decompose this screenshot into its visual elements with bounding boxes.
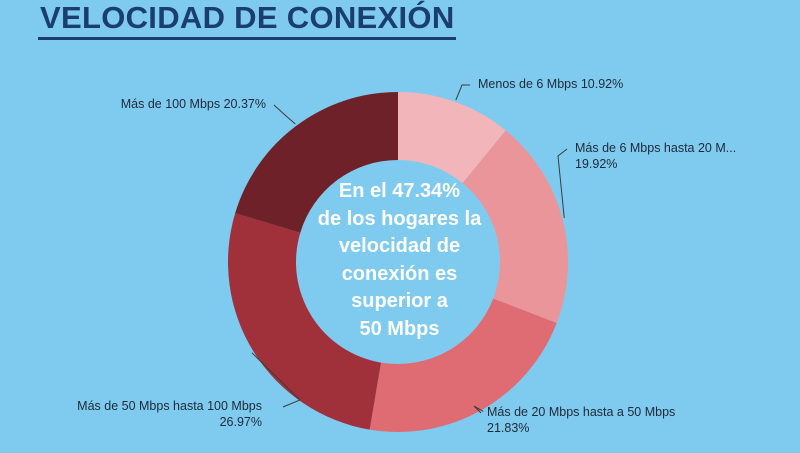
slice-label: Más de 50 Mbps hasta 100 Mbps 26.97% <box>77 399 262 429</box>
center-line: En el 47.34% <box>338 180 461 202</box>
slice-label: Más de 100 Mbps 20.37% <box>121 97 266 111</box>
leader-line <box>557 148 568 218</box>
slice-label: Más de 6 Mbps hasta 20 M... 19.92% <box>575 141 736 171</box>
slice-label: Menos de 6 Mbps 10.92% <box>478 77 623 91</box>
center-line: velocidad de <box>338 235 461 257</box>
center-line: de los hogares la <box>317 207 482 230</box>
donut-slice <box>228 213 382 430</box>
leader-line <box>251 352 301 408</box>
donut-slice <box>369 298 557 432</box>
leader-line <box>455 84 470 101</box>
slice-label: Más de 20 Mbps hasta a 50 Mbps 21.83% <box>487 405 675 435</box>
donut-slice <box>235 92 398 233</box>
center-line: 50 Mbps <box>359 317 440 340</box>
leader-line <box>273 104 296 125</box>
donut-slice <box>398 92 506 184</box>
page-title: VELOCIDAD DE CONEXIÓN <box>40 0 455 35</box>
center-line: superior a <box>351 290 448 312</box>
leader-line <box>473 405 484 414</box>
donut-slice <box>462 130 568 323</box>
title-underline <box>38 37 456 40</box>
center-annotation: En el 47.34% de los hogares la velocidad… <box>292 178 507 343</box>
center-line: conexión es <box>341 262 458 285</box>
